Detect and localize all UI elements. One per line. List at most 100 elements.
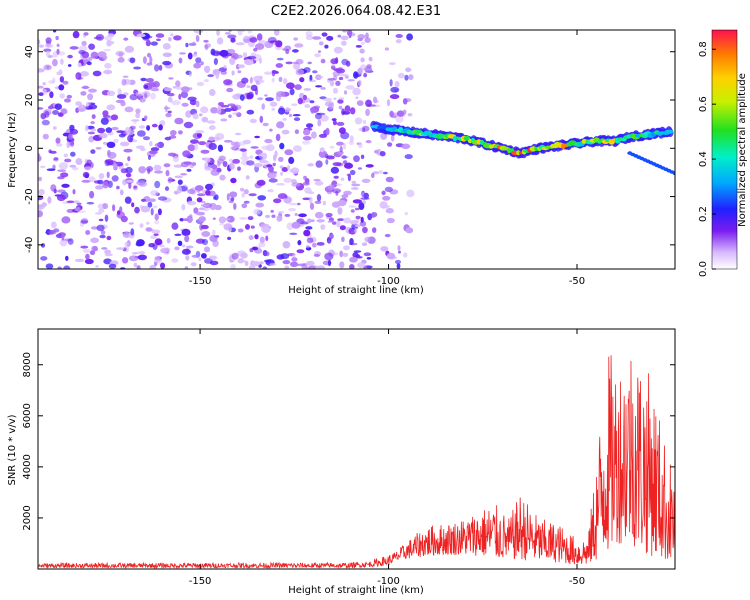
spectrogram-marks: [38, 30, 675, 269]
noise-speckle: [303, 88, 312, 91]
noise-speckle: [394, 81, 400, 88]
noise-speckle: [200, 61, 204, 66]
noise-speckle: [203, 246, 211, 253]
noise-speckle: [38, 176, 42, 182]
noise-speckle: [271, 214, 276, 218]
noise-speckle: [124, 45, 135, 53]
noise-speckle: [38, 68, 45, 73]
noise-speckle: [371, 172, 375, 179]
noise-speckle: [200, 204, 208, 207]
noise-speckle: [396, 263, 401, 269]
noise-speckle: [117, 88, 122, 96]
noise-speckle: [362, 226, 368, 234]
noise-speckle: [154, 180, 161, 189]
noise-speckle: [294, 84, 302, 90]
noise-speckle: [111, 126, 119, 131]
noise-speckle: [247, 55, 257, 60]
noise-speckle: [297, 263, 306, 267]
noise-speckle: [289, 88, 295, 96]
noise-speckle: [270, 209, 274, 213]
noise-speckle: [355, 215, 361, 220]
noise-speckle: [216, 30, 220, 36]
noise-speckle: [268, 172, 278, 179]
noise-speckle: [148, 81, 154, 87]
noise-speckle: [395, 34, 403, 38]
noise-speckle: [98, 208, 105, 213]
noise-speckle: [300, 221, 309, 225]
noise-speckle: [337, 218, 345, 222]
noise-speckle: [350, 209, 355, 213]
noise-speckle: [332, 188, 341, 194]
noise-speckle: [38, 195, 44, 201]
noise-speckle: [201, 224, 209, 230]
noise-speckle: [306, 237, 314, 244]
noise-speckle: [172, 86, 177, 89]
noise-speckle: [357, 79, 362, 87]
noise-speckle: [45, 50, 51, 57]
noise-speckle: [206, 120, 216, 124]
noise-speckle: [111, 175, 119, 183]
noise-speckle: [220, 118, 228, 122]
noise-speckle: [390, 86, 400, 93]
noise-speckle: [316, 242, 325, 246]
noise-speckle: [82, 249, 91, 253]
noise-speckle: [178, 93, 182, 100]
noise-speckle: [171, 100, 181, 106]
noise-speckle: [149, 56, 153, 64]
noise-speckle: [265, 144, 275, 152]
noise-speckle: [250, 260, 260, 267]
noise-speckle: [217, 144, 223, 152]
noise-speckle: [133, 121, 137, 124]
noise-speckle: [208, 136, 215, 141]
noise-speckle: [200, 106, 209, 114]
noise-speckle: [354, 227, 358, 234]
noise-speckle: [361, 242, 368, 246]
noise-speckle: [74, 207, 79, 211]
noise-speckle: [404, 74, 409, 81]
noise-speckle: [389, 110, 394, 118]
snr-ticks: -150 -100 -50 2000 4000 6000 8000: [22, 329, 675, 587]
noise-speckle: [136, 239, 145, 247]
noise-speckle: [282, 78, 288, 85]
noise-speckle: [302, 136, 312, 141]
noise-speckle: [201, 200, 206, 204]
noise-speckle: [395, 115, 404, 123]
noise-speckle: [38, 92, 44, 96]
noise-speckle: [401, 143, 411, 150]
noise-speckle: [378, 170, 383, 174]
noise-speckle: [116, 185, 120, 190]
noise-speckle: [245, 175, 250, 180]
noise-speckle: [315, 85, 323, 88]
noise-speckle: [113, 138, 119, 144]
noise-speckle: [264, 71, 273, 75]
noise-speckle: [153, 164, 162, 171]
noise-speckle: [385, 208, 394, 214]
noise-speckle: [146, 52, 152, 58]
noise-speckle: [324, 252, 334, 261]
noise-speckle: [38, 204, 44, 210]
noise-speckle: [390, 134, 395, 142]
noise-speckle: [239, 94, 245, 101]
noise-speckle: [95, 265, 99, 268]
noise-speckle: [102, 114, 111, 118]
noise-speckle: [265, 97, 274, 102]
noise-speckle: [83, 32, 89, 36]
noise-speckle: [309, 191, 315, 195]
noise-speckle: [298, 213, 307, 218]
noise-speckle: [338, 127, 346, 134]
noise-speckle: [384, 47, 389, 51]
noise-speckle: [116, 247, 125, 250]
noise-speckle: [164, 136, 172, 141]
noise-speckle: [56, 48, 60, 55]
noise-speckle: [173, 35, 182, 41]
noise-speckle: [357, 167, 363, 170]
noise-speckle: [246, 160, 255, 166]
snr-plot-area: [38, 355, 675, 569]
noise-speckle: [353, 250, 362, 253]
noise-speckle: [157, 196, 168, 201]
noise-speckle: [327, 240, 332, 244]
noise-speckle: [331, 118, 337, 122]
noise-speckle: [156, 38, 161, 42]
noise-speckle: [204, 65, 211, 74]
